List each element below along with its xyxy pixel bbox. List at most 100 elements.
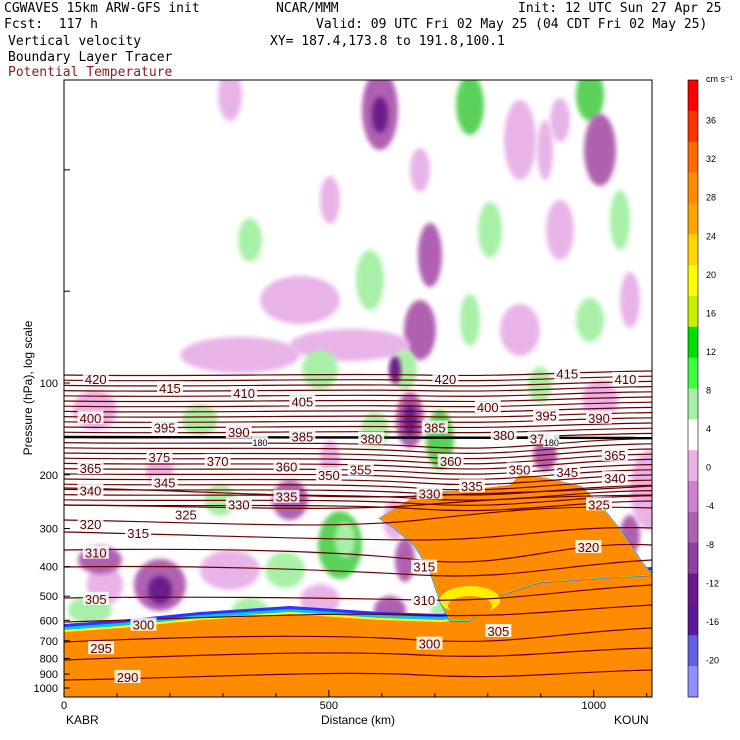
theta-label-bg (77, 517, 104, 531)
theta-label: 350 (318, 468, 340, 483)
forecast-hour: Fcst: 117 h (4, 17, 98, 32)
theta-label: 380 (360, 431, 382, 446)
theta-label: 370 (207, 454, 229, 469)
theta-label-bg (273, 489, 300, 503)
velocity-cell (504, 100, 536, 180)
theta-label: 295 (90, 641, 112, 656)
theta-contour (64, 479, 652, 491)
velocity-cell (500, 304, 540, 356)
theta-label: 330 (228, 497, 250, 512)
theta-label-bg (130, 617, 157, 631)
theta-label: 410 (233, 386, 255, 401)
theta-label: 365 (80, 461, 102, 476)
colorbar-segment (688, 295, 698, 328)
theta-contour (64, 500, 652, 512)
y-tick-label: 700 (40, 636, 58, 648)
init-time: Init: 12 UTC Sun 27 Apr 25 (518, 1, 722, 16)
colorbar-label: -16 (706, 617, 719, 627)
theta-label: 310 (413, 593, 435, 608)
y-tick-label: 200 (40, 470, 58, 482)
colorbar-segment (688, 203, 698, 235)
theta-label-bg (151, 420, 178, 434)
theta-label-bg (601, 471, 628, 485)
velocity-cell (265, 552, 305, 588)
theta-label: 350 (509, 462, 531, 477)
colorbar-segment (688, 110, 698, 143)
theta-label: 405 (292, 395, 314, 410)
theta-label-bg (416, 486, 443, 500)
theta-label-bg (416, 636, 443, 650)
theta-label-bg (125, 525, 152, 539)
theta-label-bg (490, 427, 517, 441)
theta-contour (64, 427, 652, 434)
y-tick-label: 500 (40, 591, 58, 603)
theta-contour (64, 448, 652, 460)
velocity-cell (302, 350, 338, 390)
field-potential-temperature: Potential Temperature (8, 65, 173, 80)
colorbar-segment (688, 604, 698, 636)
velocity-cell (546, 200, 574, 260)
theta-label-bg (315, 467, 342, 481)
theta-label: 380 (493, 428, 515, 443)
theta-contour (64, 559, 652, 577)
theta-label: 305 (488, 624, 510, 639)
theta-label-bg (146, 450, 173, 464)
velocity-cell (182, 404, 218, 436)
velocity-cell (410, 148, 430, 192)
potential-temperature-labels: 420 415 410 405 400 395 390 385 380 420 415 410 400 3… (77, 366, 639, 685)
colorbar-segment (688, 450, 698, 482)
theta-label-bg (289, 394, 316, 408)
theta-label: 335 (461, 479, 483, 494)
y-tick-label: 600 (40, 615, 58, 627)
theta-label: 360 (440, 454, 462, 469)
colorbar-segment (688, 141, 698, 174)
y-tick-label: 800 (40, 653, 58, 665)
velocity-cell (320, 176, 340, 224)
theta-contour (64, 647, 652, 661)
theta-contour (64, 417, 652, 423)
field-boundary-layer-tracer: Boundary Layer Tracer (8, 50, 173, 65)
theta-contour (64, 453, 652, 465)
boundary-layer-tracer (64, 474, 652, 697)
tracer-core (448, 596, 492, 616)
colorbar-label: 28 (706, 193, 716, 203)
colorbar-label: 16 (706, 308, 716, 318)
colorbar-label: 0 (706, 463, 711, 473)
theta-label: 385 (424, 421, 446, 436)
theta-contour (64, 401, 652, 408)
theta-label-bg (474, 400, 501, 414)
tropopause-line (64, 435, 652, 440)
theta-contour (64, 484, 652, 496)
velocity-cell (372, 97, 388, 133)
x-tick-label: 0 (61, 700, 67, 712)
theta-label-bg (151, 475, 178, 489)
theta-contour (64, 391, 652, 397)
theta-label: 420 (85, 372, 107, 387)
theta-label: 290 (117, 670, 139, 685)
theta-contour (64, 669, 652, 681)
theta-label: 345 (556, 465, 578, 480)
theta-label-bg (172, 507, 199, 521)
theta-label: 375 (148, 450, 170, 465)
theta-label-bg (432, 371, 459, 385)
theta-label-bg (485, 623, 512, 637)
theta-contour (64, 412, 652, 418)
theta-label: 410 (615, 372, 637, 387)
theta-label: 335 (276, 490, 298, 505)
theta-label: 315 (127, 526, 149, 541)
colorbar-segment (688, 635, 698, 667)
colorbar-label: 36 (706, 116, 716, 126)
theta-contour (64, 443, 652, 454)
theta-label-bg (82, 545, 109, 559)
velocity-cell (478, 202, 502, 258)
theta-label: 320 (578, 540, 600, 555)
velocity-cell (218, 80, 242, 121)
theta-contour (64, 406, 652, 413)
colorbar-label: -20 (706, 655, 719, 665)
theta-label-bg (82, 371, 109, 385)
colorbar-segment (688, 234, 698, 266)
theta-contour (64, 527, 652, 541)
velocity-cell (403, 404, 417, 436)
theta-contour (64, 543, 652, 563)
